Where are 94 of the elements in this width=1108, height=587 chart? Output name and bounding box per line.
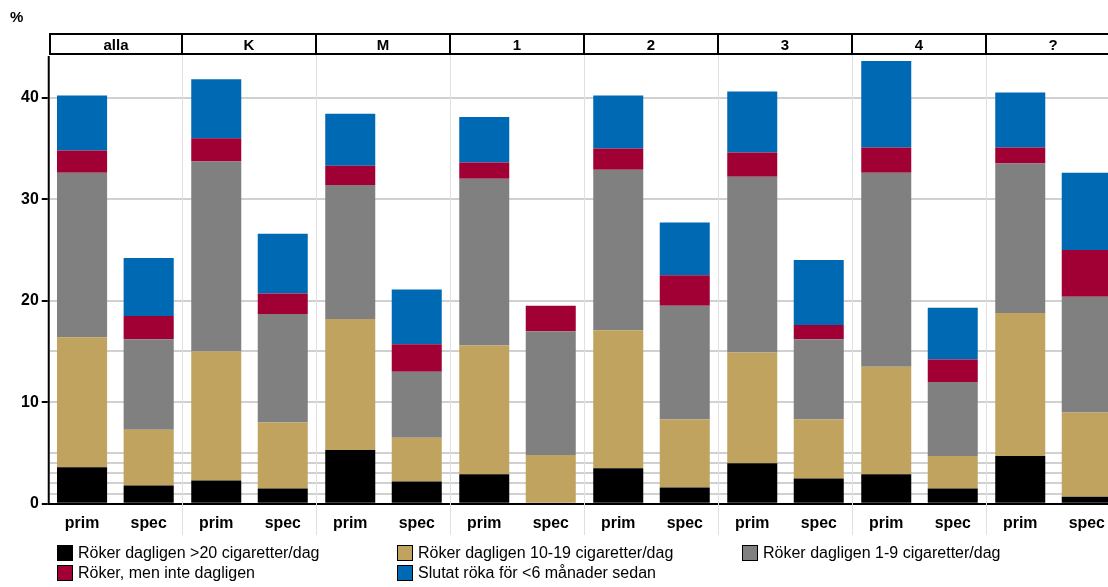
bar bbox=[391, 371, 442, 438]
bar bbox=[593, 148, 644, 170]
chart-title: 2 bbox=[585, 33, 719, 55]
bar bbox=[727, 152, 778, 177]
bar bbox=[56, 95, 108, 151]
x-tick-label: spec bbox=[666, 513, 703, 531]
x-tick-label: prim bbox=[199, 513, 234, 531]
bar bbox=[325, 165, 376, 185]
bar bbox=[593, 330, 644, 469]
bar bbox=[325, 113, 376, 166]
bar bbox=[793, 325, 844, 340]
bar bbox=[191, 79, 242, 139]
bar bbox=[659, 305, 710, 420]
bar bbox=[123, 315, 174, 340]
chart-title: K bbox=[183, 33, 317, 55]
x-tick-label: spec bbox=[398, 513, 435, 531]
legend-label: Röker dagligen >20 cigaretter/dag bbox=[78, 544, 320, 562]
bar bbox=[995, 92, 1046, 148]
x-tick-label: spec bbox=[264, 513, 301, 531]
bar bbox=[391, 437, 442, 482]
bar bbox=[793, 419, 844, 479]
bar bbox=[459, 178, 510, 346]
bar bbox=[793, 339, 844, 420]
bar bbox=[257, 422, 308, 489]
x-tick-label: prim bbox=[467, 513, 502, 531]
bar bbox=[593, 95, 644, 149]
legend-label: Slutat röka för <6 månader sedan bbox=[418, 564, 656, 582]
x-tick-label: spec bbox=[934, 513, 971, 531]
chart-title: ? bbox=[987, 33, 1108, 55]
bar bbox=[123, 339, 174, 430]
bar bbox=[123, 258, 174, 316]
bar bbox=[995, 163, 1046, 313]
chart-title: 4 bbox=[853, 33, 987, 55]
x-tick-label: spec bbox=[1068, 513, 1105, 531]
bar bbox=[257, 233, 308, 294]
legend-label: Röker dagligen 1-9 cigaretter/dag bbox=[763, 544, 1001, 562]
bar bbox=[727, 352, 778, 464]
bar bbox=[56, 172, 108, 338]
x-tick-label: spec bbox=[532, 513, 569, 531]
x-tick-label: prim bbox=[1003, 513, 1038, 531]
bar bbox=[659, 275, 710, 306]
bar bbox=[325, 184, 376, 319]
chart-title: M bbox=[317, 33, 451, 55]
bar bbox=[391, 344, 442, 372]
x-tick-label: prim bbox=[869, 513, 904, 531]
bar bbox=[257, 293, 308, 314]
x-tick-label: prim bbox=[601, 513, 636, 531]
bar bbox=[325, 318, 376, 450]
bar bbox=[727, 91, 778, 153]
bar bbox=[191, 138, 242, 162]
y-tick-label: 0 bbox=[29, 494, 39, 512]
bar bbox=[391, 289, 442, 345]
y-tick-label: 30 bbox=[21, 189, 39, 207]
bar bbox=[191, 161, 242, 352]
y-tick-label: 40 bbox=[21, 87, 39, 106]
bar bbox=[593, 169, 644, 331]
chart-title: 1 bbox=[451, 33, 585, 55]
bar bbox=[525, 455, 576, 503]
bar bbox=[459, 162, 510, 179]
bar bbox=[525, 331, 576, 456]
y-axis-title: % bbox=[10, 8, 24, 25]
bar bbox=[459, 116, 510, 163]
y-tick-label: 10 bbox=[21, 392, 39, 410]
bar bbox=[793, 260, 844, 326]
chart-title: 3 bbox=[719, 33, 853, 55]
x-tick-label: prim bbox=[64, 513, 100, 531]
legend-label: Röker, men inte dagligen bbox=[78, 564, 255, 582]
x-tick-label: prim bbox=[735, 513, 770, 531]
bar bbox=[727, 176, 778, 353]
x-tick-label: spec bbox=[800, 513, 837, 531]
y-tick-label: 20 bbox=[21, 291, 39, 309]
bar bbox=[56, 337, 108, 468]
bar bbox=[927, 359, 978, 382]
bar bbox=[459, 345, 510, 475]
chart-title: alla bbox=[49, 33, 183, 55]
bar bbox=[191, 351, 242, 481]
bar bbox=[257, 313, 308, 423]
bar bbox=[525, 305, 576, 332]
bar bbox=[861, 366, 912, 475]
bar bbox=[995, 147, 1046, 164]
legend-label: Röker dagligen 10-19 cigaretter/dag bbox=[418, 544, 674, 562]
bar bbox=[927, 307, 978, 360]
bar bbox=[659, 222, 710, 276]
bar bbox=[659, 419, 710, 488]
bar bbox=[861, 147, 912, 173]
x-tick-label: spec bbox=[130, 513, 167, 531]
bar bbox=[861, 61, 912, 148]
bar bbox=[927, 381, 978, 457]
x-tick-label: prim bbox=[333, 513, 368, 531]
bar bbox=[861, 172, 912, 367]
bar bbox=[123, 429, 174, 486]
bar bbox=[995, 312, 1046, 457]
bar bbox=[927, 456, 978, 489]
bar bbox=[56, 150, 108, 173]
